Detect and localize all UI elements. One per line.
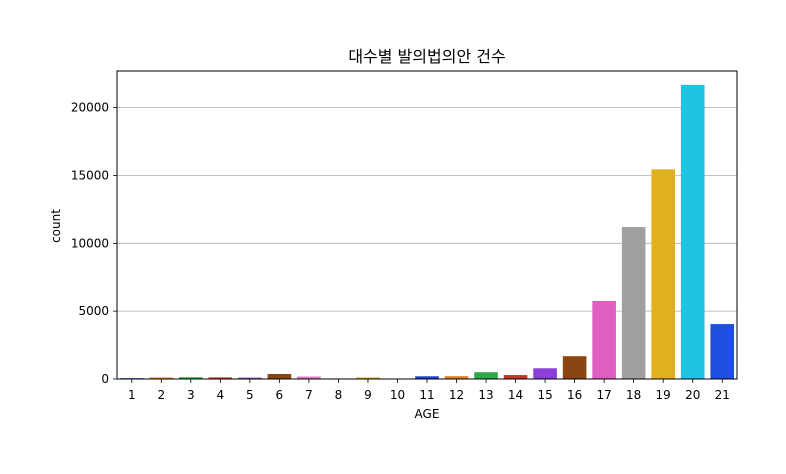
x-tick-label: 12	[449, 388, 464, 402]
y-tick-label: 10000	[71, 236, 109, 250]
bar-age-14	[504, 375, 528, 379]
x-tick-label: 17	[597, 388, 612, 402]
x-tick-label: 8	[335, 388, 343, 402]
bar-age-15	[533, 368, 557, 379]
x-tick-label: 13	[478, 388, 493, 402]
bar-age-18	[622, 227, 646, 379]
bars	[120, 85, 734, 379]
x-tick-label: 21	[715, 388, 730, 402]
x-tick-label: 11	[419, 388, 434, 402]
x-tick-label: 16	[567, 388, 582, 402]
x-tick-label: 18	[626, 388, 641, 402]
x-tick-label: 9	[364, 388, 372, 402]
bar-age-20	[681, 85, 705, 379]
x-tick-label: 7	[305, 388, 313, 402]
bar-age-6	[268, 374, 292, 379]
y-tick-label: 20000	[71, 101, 109, 115]
x-tick-label: 10	[390, 388, 405, 402]
x-tick-label: 14	[508, 388, 523, 402]
bar-age-19	[651, 169, 675, 379]
x-tick-label: 15	[537, 388, 552, 402]
x-tick-label: 6	[276, 388, 284, 402]
bar-age-21	[710, 324, 734, 379]
bar-age-17	[592, 301, 616, 379]
x-axis-label: AGE	[415, 407, 440, 421]
y-axis-ticks: 0 5000 10000 15000 20000	[71, 101, 117, 386]
x-tick-label: 3	[187, 388, 195, 402]
x-tick-label: 2	[157, 388, 165, 402]
x-tick-label: 19	[656, 388, 671, 402]
y-tick-label: 15000	[71, 168, 109, 182]
bar-age-16	[563, 356, 587, 379]
x-tick-label: 5	[246, 388, 254, 402]
bar-age-13	[474, 372, 498, 379]
y-axis-label: count	[49, 209, 63, 243]
y-tick-label: 5000	[78, 304, 109, 318]
chart-title: 대수별 발의법의안 건수	[348, 47, 505, 66]
x-tick-label: 4	[217, 388, 225, 402]
x-tick-label: 20	[685, 388, 700, 402]
y-tick-label: 0	[101, 372, 109, 386]
x-tick-label: 1	[128, 388, 136, 402]
